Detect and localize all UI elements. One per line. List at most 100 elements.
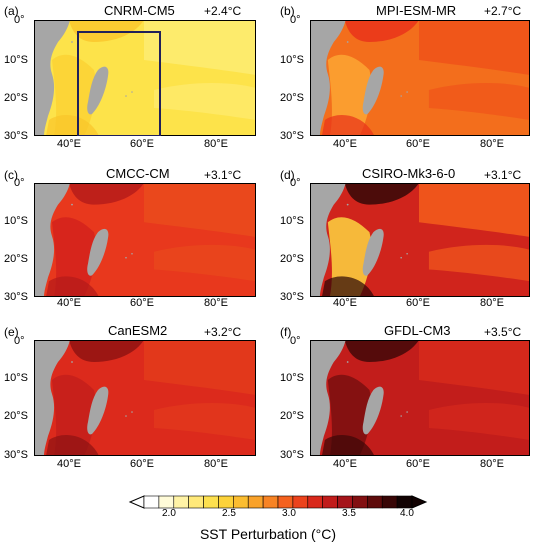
colorbar-segment bbox=[173, 495, 189, 509]
africa-landmass bbox=[310, 183, 346, 297]
panel-title-d: CSIRO-Mk3-6-0 bbox=[362, 166, 456, 181]
x-tick-60e-b: 60°E bbox=[406, 138, 430, 150]
panel-label-d: (d) bbox=[280, 168, 295, 182]
sea-band-south bbox=[428, 83, 530, 120]
africa-landmass bbox=[34, 20, 70, 136]
colorbar-tick-3-0: 3.0 bbox=[282, 508, 296, 519]
island-dot bbox=[125, 256, 127, 259]
sea-hot-zone-south bbox=[46, 115, 99, 136]
colorbar-segment bbox=[188, 495, 204, 509]
y-tick-10s-e: 10°S bbox=[4, 372, 28, 384]
y-tick-30s-f: 30°S bbox=[280, 449, 304, 461]
island-dot bbox=[131, 91, 133, 93]
y-tick-30s-b: 30°S bbox=[280, 130, 304, 142]
sst-map-b bbox=[310, 20, 530, 136]
island-dot bbox=[71, 361, 73, 363]
panel-delta-d: +3.1°C bbox=[484, 168, 522, 182]
map-layers bbox=[34, 340, 256, 456]
island-dot bbox=[125, 415, 127, 417]
x-tick-80e-f: 80°E bbox=[480, 458, 504, 470]
sea-hot-zone-north bbox=[344, 340, 420, 362]
x-tick-60e-c: 60°E bbox=[130, 297, 154, 309]
map-panel-c bbox=[34, 183, 256, 297]
island-dot bbox=[406, 411, 408, 413]
y-tick-0-d: 0° bbox=[290, 177, 301, 189]
sea-hot-zone-north bbox=[344, 183, 420, 205]
island-dot bbox=[400, 256, 402, 259]
x-tick-80e-c: 80°E bbox=[204, 297, 228, 309]
y-tick-20s-f: 20°S bbox=[280, 410, 304, 422]
island-dot bbox=[125, 95, 127, 97]
panel-title-f: GFDL-CM3 bbox=[384, 323, 451, 338]
panel-label-f: (f) bbox=[280, 325, 292, 339]
panel-delta-e: +3.2°C bbox=[204, 325, 242, 339]
colorbar-segment bbox=[292, 495, 309, 509]
sea-hot-zone-south bbox=[46, 435, 99, 456]
colorbar bbox=[128, 495, 428, 509]
map-panel-a bbox=[34, 20, 256, 137]
colorbar-tick-2-0: 2.0 bbox=[162, 508, 176, 519]
y-tick-10s-a: 10°S bbox=[4, 54, 28, 66]
panel-label-b: (b) bbox=[280, 4, 295, 18]
island-dot bbox=[406, 252, 408, 255]
colorbar-tick-3-5: 3.5 bbox=[342, 508, 356, 519]
madagascar-island bbox=[362, 66, 384, 115]
x-tick-60e-d: 60°E bbox=[406, 297, 430, 309]
map-panel-e bbox=[34, 340, 256, 456]
map-panel-f bbox=[310, 340, 530, 456]
map-frame bbox=[34, 183, 256, 297]
colorbar-title: SST Perturbation (°C) bbox=[199, 526, 337, 542]
africa-landmass bbox=[310, 20, 346, 136]
x-tick-80e-a: 80°E bbox=[204, 138, 228, 150]
madagascar-island bbox=[87, 66, 109, 115]
africa-landmass bbox=[34, 183, 70, 297]
x-tick-40e-d: 40°E bbox=[333, 297, 357, 309]
y-tick-0-a: 0° bbox=[14, 14, 25, 26]
colorbar-segment bbox=[247, 495, 264, 509]
colorbar-segment bbox=[218, 495, 234, 509]
colorbar-high-arrow bbox=[411, 495, 428, 509]
sst-map-a bbox=[34, 20, 256, 137]
y-tick-30s-c: 30°S bbox=[4, 291, 28, 303]
madagascar-island bbox=[362, 386, 384, 435]
y-tick-10s-f: 10°S bbox=[280, 372, 304, 384]
sea-band-north bbox=[419, 340, 530, 395]
sst-map-e bbox=[34, 340, 256, 456]
panel-title-c: CMCC-CM bbox=[106, 166, 170, 181]
colorbar-segment bbox=[143, 495, 160, 509]
colorbar-segment bbox=[203, 495, 219, 509]
map-frame bbox=[310, 183, 530, 297]
colorbar-segment bbox=[367, 495, 383, 509]
sea-band-south bbox=[154, 244, 256, 282]
sea-band-north bbox=[144, 340, 256, 395]
y-tick-20s-a: 20°S bbox=[4, 92, 28, 104]
colorbar-tick-4-0: 4.0 bbox=[400, 508, 414, 519]
x-tick-40e-b: 40°E bbox=[333, 138, 357, 150]
colorbar-segment bbox=[262, 495, 279, 509]
island-dot bbox=[400, 415, 402, 417]
sea-hot-zone-south bbox=[46, 276, 99, 297]
x-tick-40e-f: 40°E bbox=[333, 458, 357, 470]
panel-title-a: CNRM-CM5 bbox=[104, 3, 175, 18]
colorbar-tick-2-5: 2.5 bbox=[222, 508, 236, 519]
sea-band-north bbox=[144, 183, 256, 238]
colorbar-segment bbox=[322, 495, 338, 509]
sst-map-d bbox=[310, 183, 530, 297]
sst-map-c bbox=[34, 183, 256, 297]
x-tick-40e-a: 40°E bbox=[57, 138, 81, 150]
y-tick-10s-c: 10°S bbox=[4, 215, 28, 227]
x-tick-80e-e: 80°E bbox=[204, 458, 228, 470]
sst-map-f bbox=[310, 340, 530, 456]
map-layers bbox=[34, 183, 256, 297]
colorbar-segment bbox=[352, 495, 368, 509]
sea-hot-zone-north bbox=[344, 20, 420, 42]
sea-hot-zone-south bbox=[321, 276, 375, 297]
island-dot bbox=[400, 95, 402, 97]
island-dot bbox=[406, 91, 408, 93]
map-frame bbox=[310, 340, 530, 456]
island-dot bbox=[71, 203, 73, 206]
island-dot bbox=[131, 411, 133, 413]
y-tick-20s-e: 20°S bbox=[4, 410, 28, 422]
sea-band-north bbox=[144, 20, 256, 75]
map-layers bbox=[34, 20, 256, 136]
